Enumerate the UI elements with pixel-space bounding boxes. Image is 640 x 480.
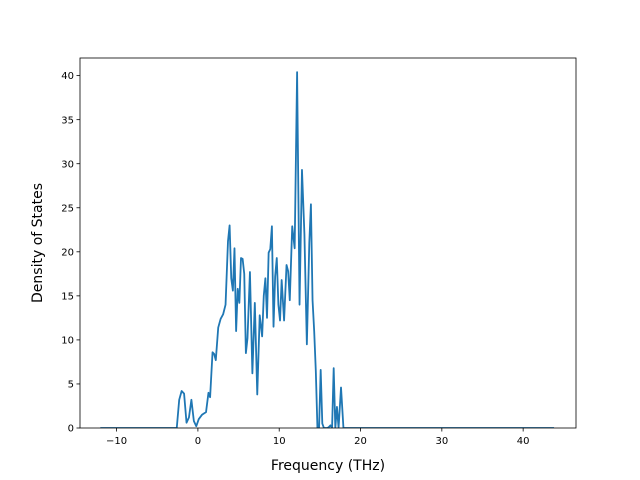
x-tick-label: 20	[354, 436, 367, 447]
dos-series-line	[100, 71, 555, 428]
y-tick-label: 0	[68, 424, 74, 435]
x-tick-label: 0	[195, 436, 201, 447]
x-tick-label: 30	[435, 436, 448, 447]
plot-area	[79, 57, 577, 429]
x-tick-label: −10	[106, 436, 127, 447]
y-tick-label: 35	[61, 115, 74, 126]
y-tick-label: 5	[68, 380, 74, 391]
x-axis-label: Frequency (THz)	[271, 458, 385, 474]
y-tick-label: 10	[61, 336, 74, 347]
y-tick-label: 15	[61, 291, 74, 302]
x-tick-label: 40	[517, 436, 530, 447]
plot-frame	[79, 57, 577, 429]
y-tick-label: 40	[61, 71, 74, 82]
y-axis-ticks: 0 5 10 15 20 25 30 35 40	[61, 71, 80, 435]
y-tick-label: 30	[61, 159, 74, 170]
x-axis-ticks: −10 0 10 20 30 40	[106, 428, 530, 447]
y-tick-label: 25	[61, 203, 74, 214]
y-tick-label: 20	[61, 247, 74, 258]
x-tick-label: 10	[273, 436, 286, 447]
y-axis-label: Density of States	[30, 183, 46, 303]
